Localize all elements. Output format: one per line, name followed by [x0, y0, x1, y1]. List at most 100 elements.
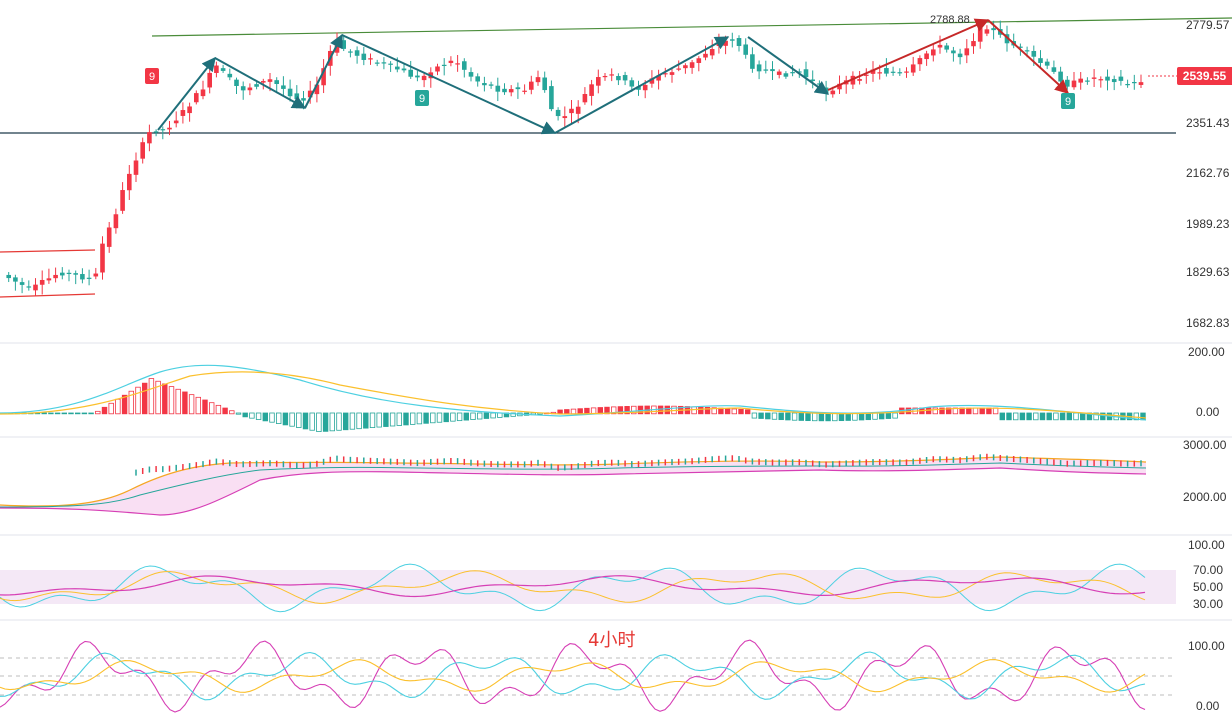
macd-bar	[61, 412, 67, 415]
candle-body	[127, 173, 132, 191]
macd-bar	[296, 412, 302, 428]
candlestick-series	[6, 20, 1144, 297]
macd-bar	[396, 412, 402, 426]
macd-bar	[731, 408, 737, 415]
candle-body	[837, 83, 842, 90]
rsi-tick: 30.00	[1193, 597, 1223, 611]
candle-body	[93, 273, 99, 277]
macd-bar	[128, 390, 134, 415]
candle-body	[877, 72, 882, 74]
svg-text:9: 9	[1065, 96, 1071, 108]
candle-body	[709, 49, 715, 56]
candle-body	[522, 90, 527, 92]
macd-bar	[966, 407, 972, 415]
candle-body	[622, 75, 628, 81]
rsi-mid	[0, 570, 1146, 604]
macd-bar	[416, 412, 423, 425]
candle-body	[6, 274, 11, 279]
candle-body	[287, 88, 293, 97]
consolidation-channel[interactable]	[0, 249, 96, 298]
macd-bar	[68, 412, 74, 415]
trend-arrows[interactable]	[157, 18, 1070, 135]
candle-body	[468, 72, 474, 77]
candle-body	[924, 53, 929, 60]
candle-body	[776, 71, 782, 75]
macd-bar	[1033, 412, 1039, 421]
macd-bar	[805, 412, 811, 422]
candle-body	[870, 69, 876, 74]
candle-body	[783, 73, 789, 77]
trend-arrow	[341, 34, 557, 135]
candle-body	[971, 41, 976, 47]
candle-body	[455, 63, 460, 65]
candle-body	[890, 71, 896, 73]
macd-bar	[383, 412, 389, 427]
macd-bar	[490, 412, 496, 419]
macd-tick: 0.00	[1196, 405, 1220, 419]
macd-bar	[691, 406, 697, 415]
candle-body	[1138, 82, 1144, 85]
candle-body	[348, 51, 353, 53]
candle-body	[488, 84, 494, 86]
macd-bar	[182, 391, 188, 415]
macd-bar	[342, 412, 349, 431]
candle-body	[281, 85, 286, 89]
candle-body	[314, 84, 320, 95]
macd-bar	[403, 412, 409, 426]
candle-body	[46, 278, 52, 281]
candle-body	[636, 86, 641, 90]
macd-bar	[939, 407, 945, 415]
kdj-k	[0, 651, 1146, 701]
trend-arrow	[747, 36, 830, 95]
candle-body	[502, 88, 507, 93]
macd-bar	[611, 406, 617, 415]
candle-body	[569, 108, 574, 114]
lower-band	[0, 467, 1147, 516]
macd-bar	[54, 412, 61, 415]
candle-body	[864, 74, 869, 76]
candle-body	[415, 75, 420, 78]
macd-bar	[745, 409, 751, 415]
kdj-panel	[0, 639, 1176, 713]
candle-body	[542, 77, 547, 91]
macd-bar	[858, 412, 865, 421]
macd-bar	[235, 412, 242, 415]
macd-bar	[812, 412, 818, 422]
signal-line	[0, 371, 1147, 419]
price-tick: 2779.57	[1186, 18, 1230, 32]
candle-body	[234, 79, 239, 86]
resistance-line[interactable]	[151, 17, 1232, 37]
macd-bar	[135, 386, 141, 415]
macd-bar	[188, 394, 195, 415]
macd-bar	[483, 412, 490, 419]
price-tick: 1829.63	[1186, 265, 1230, 279]
macd-bar	[389, 412, 396, 427]
candle-body	[629, 80, 635, 87]
panel-separators	[0, 342, 1232, 621]
candle-body	[227, 73, 233, 78]
candle-body	[676, 68, 681, 70]
candle-body	[723, 40, 728, 46]
band-axis: 3000.00 2000.00	[1183, 438, 1227, 504]
macd-bar	[979, 407, 985, 415]
macd-bar	[262, 412, 268, 422]
macd-bar	[1019, 412, 1026, 421]
macd-bar	[624, 406, 630, 415]
macd-bar	[617, 406, 624, 415]
price-tick: 2162.76	[1186, 166, 1230, 180]
candle-body	[368, 58, 373, 60]
candle-body	[462, 61, 467, 70]
candle-body	[830, 90, 836, 95]
macd-bar	[1026, 412, 1032, 421]
candle-body	[261, 81, 266, 83]
candle-body	[33, 284, 38, 291]
rsi-panel	[0, 563, 1176, 613]
macd-bar	[141, 382, 148, 415]
macd-bar	[711, 407, 717, 415]
candle-body	[937, 44, 943, 48]
candle-body	[756, 64, 762, 72]
candle-body	[73, 273, 78, 275]
candle-body	[991, 28, 996, 31]
candle-body	[730, 39, 735, 41]
